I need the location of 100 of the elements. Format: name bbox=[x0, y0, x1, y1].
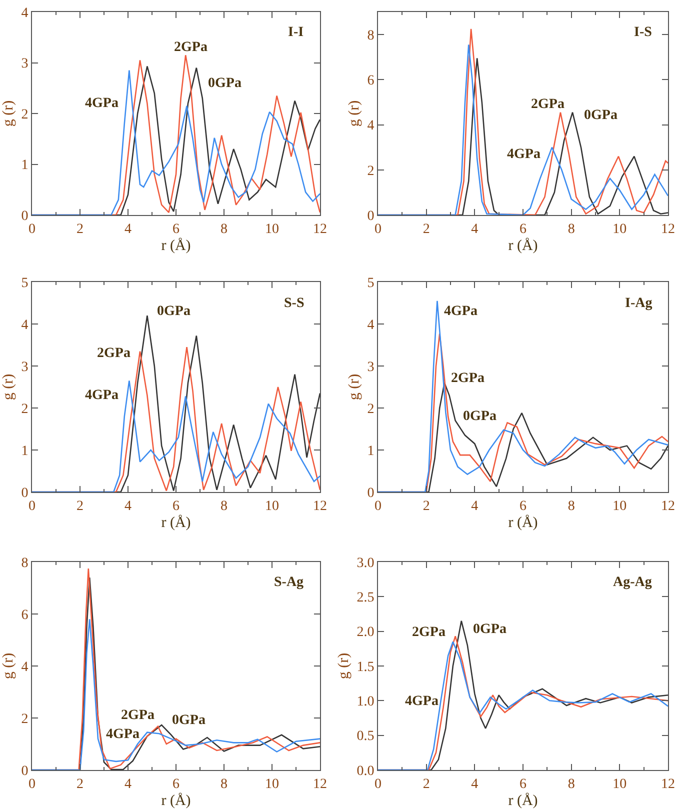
x-axis-title: r (Å) bbox=[508, 514, 538, 531]
series-label: 2GPa bbox=[174, 40, 208, 55]
y-tick-label: 4 bbox=[21, 6, 28, 21]
series-label: 0GPa bbox=[473, 622, 506, 637]
x-tick-label: 8 bbox=[568, 222, 575, 237]
x-tick-label: 2 bbox=[422, 222, 430, 237]
series-label: 2GPa bbox=[412, 625, 446, 640]
x-axis-title: r (Å) bbox=[161, 514, 191, 531]
y-tick-label: 0 bbox=[21, 208, 28, 224]
x-tick-label: 8 bbox=[220, 776, 228, 792]
x-tick-label: 12 bbox=[313, 498, 327, 514]
text: I-Ag bbox=[625, 296, 652, 311]
y-tick-label: 3 bbox=[21, 56, 28, 72]
y-tick-label: 2 bbox=[21, 712, 28, 727]
line-series bbox=[32, 380, 320, 492]
x-tick-label: 12 bbox=[661, 776, 675, 792]
y-tick-label: 2 bbox=[21, 107, 28, 122]
series-label: 4GPa bbox=[106, 727, 140, 742]
y-tick-label: 4 bbox=[367, 118, 374, 134]
y-tick-label: 2.5 bbox=[356, 590, 374, 606]
x-tick-label: 10 bbox=[265, 776, 279, 792]
y-tick-label: 3 bbox=[21, 360, 28, 375]
x-tick-label: 8 bbox=[568, 776, 575, 792]
series-label: 4GPa bbox=[405, 694, 438, 709]
series-label: 2GPa bbox=[121, 708, 154, 723]
x-tick-label: 4 bbox=[471, 776, 478, 792]
text: I-I bbox=[288, 25, 304, 40]
y-tick-label: 5 bbox=[21, 276, 28, 291]
x-tick-label: 12 bbox=[313, 776, 327, 792]
y-tick-label: 3.0 bbox=[356, 556, 374, 571]
x-tick-label: 12 bbox=[313, 222, 327, 237]
x-tick-label: 6 bbox=[520, 776, 526, 792]
y-axis-title: g (r) bbox=[336, 652, 352, 680]
y-tick-label: 6 bbox=[367, 74, 374, 89]
x-tick-label: 6 bbox=[520, 222, 526, 237]
y-tick-label: 6 bbox=[21, 608, 28, 623]
x-tick-label: 2 bbox=[422, 498, 430, 514]
y-tick-label: 0.5 bbox=[356, 729, 374, 744]
y-tick-label: 2 bbox=[367, 402, 374, 417]
y-axis-title: g (r) bbox=[346, 374, 362, 400]
x-tick-label: 12 bbox=[661, 498, 675, 514]
text: Ag-Ag bbox=[613, 575, 652, 590]
x-tick-label: 2 bbox=[76, 498, 84, 514]
x-tick-label: 4 bbox=[124, 776, 132, 792]
x-tick-label: 10 bbox=[612, 776, 627, 792]
y-tick-label: 1 bbox=[21, 444, 28, 459]
y-tick-label: 5 bbox=[367, 276, 374, 291]
y-axis-title: g (r) bbox=[0, 374, 16, 400]
x-axis-title: r (Å) bbox=[161, 236, 191, 254]
y-tick-label: 4 bbox=[21, 318, 28, 333]
y-tick-label: 3 bbox=[367, 360, 374, 375]
x-tick-label: 4 bbox=[471, 222, 478, 237]
y-tick-label: 1.5 bbox=[356, 660, 374, 675]
y-tick-label: 4 bbox=[367, 318, 374, 333]
x-axis-title: r (Å) bbox=[508, 236, 538, 254]
series-label: 4GPa bbox=[85, 388, 118, 403]
series-label: 4GPa bbox=[507, 147, 540, 162]
x-tick-label: 6 bbox=[172, 498, 180, 514]
y-tick-label: 0.0 bbox=[356, 764, 374, 779]
text: I-S bbox=[634, 25, 652, 40]
x-tick-label: 4 bbox=[124, 222, 132, 237]
x-tick-label: 4 bbox=[124, 498, 132, 514]
x-tick-label: 6 bbox=[172, 776, 180, 792]
text: S-Ag bbox=[274, 575, 304, 590]
y-tick-label: 0 bbox=[367, 486, 374, 501]
y-axis-title: g (r) bbox=[346, 100, 362, 127]
y-axis-title: g (r) bbox=[0, 100, 16, 127]
x-tick-label: 8 bbox=[220, 222, 228, 237]
x-tick-label: 8 bbox=[220, 498, 228, 514]
series-label: 4GPa bbox=[85, 96, 118, 111]
x-tick-label: 2 bbox=[76, 776, 84, 792]
y-tick-label: 0 bbox=[21, 486, 28, 501]
series-label: 2GPa bbox=[97, 346, 130, 361]
y-tick-label: 2 bbox=[21, 402, 28, 417]
x-tick-label: 10 bbox=[265, 222, 279, 237]
x-tick-label: 2 bbox=[76, 222, 84, 237]
series-label: 2GPa bbox=[451, 371, 484, 386]
text: S-S bbox=[284, 296, 304, 311]
series-label: 4GPa bbox=[444, 304, 478, 319]
series-label: 0GPa bbox=[463, 409, 496, 424]
y-tick-label: 8 bbox=[21, 556, 28, 571]
x-tick-label: 4 bbox=[471, 498, 478, 514]
x-tick-label: 12 bbox=[661, 222, 675, 237]
y-tick-label: 0 bbox=[21, 764, 28, 779]
x-tick-label: 10 bbox=[612, 498, 627, 514]
y-tick-label: 8 bbox=[367, 28, 374, 44]
x-tick-label: 2 bbox=[422, 776, 430, 792]
y-tick-label: 1.0 bbox=[356, 694, 374, 710]
x-axis-title: r (Å) bbox=[508, 792, 538, 809]
series-label: 0GPa bbox=[584, 108, 618, 123]
y-tick-label: 2.0 bbox=[356, 625, 374, 640]
series-label: 0GPa bbox=[157, 304, 190, 319]
series-label: 2GPa bbox=[531, 97, 564, 112]
series-label: 0GPa bbox=[172, 713, 206, 728]
x-tick-label: 10 bbox=[612, 222, 627, 237]
y-tick-label: 4 bbox=[21, 660, 28, 675]
x-axis-title: r (Å) bbox=[161, 792, 191, 809]
y-tick-label: 1 bbox=[367, 444, 374, 459]
line-series bbox=[32, 618, 320, 770]
y-tick-label: 0 bbox=[367, 208, 374, 224]
